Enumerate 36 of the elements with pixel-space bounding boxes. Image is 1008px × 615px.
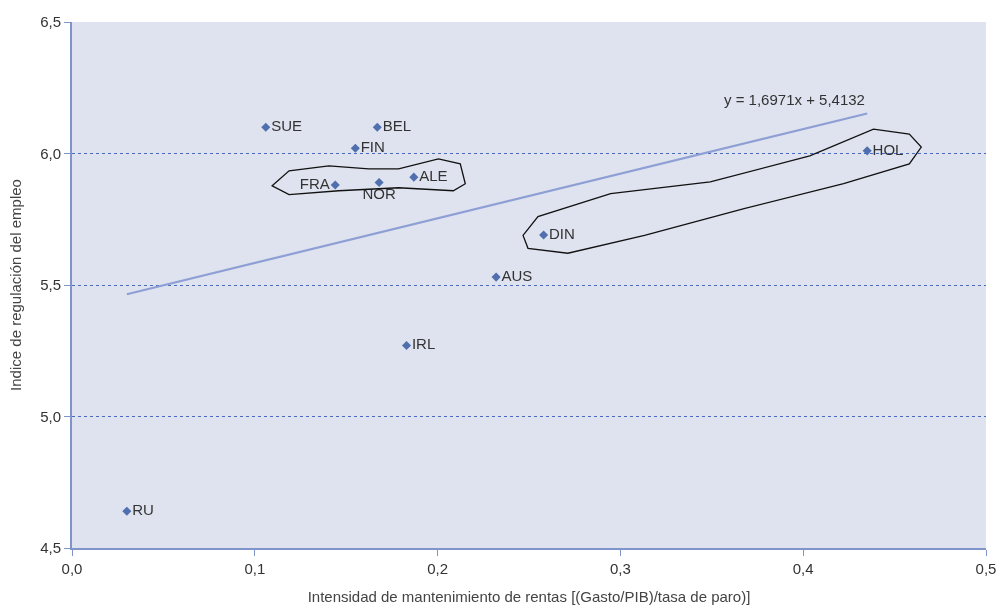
point xyxy=(122,506,132,516)
point xyxy=(539,230,549,240)
x-tick-label: 0,1 xyxy=(244,560,266,577)
point xyxy=(491,272,501,282)
y-tick-label: 5,5 xyxy=(40,276,61,294)
annotation: y = 1,6971x + 5,4132 xyxy=(724,91,865,108)
data-label: IRL xyxy=(411,335,436,353)
data-label: NOR xyxy=(362,185,396,203)
y-tick-label: 6,5 xyxy=(40,13,61,31)
point xyxy=(372,122,382,132)
y-axis-title: Indice de regulación del empleo xyxy=(6,179,24,391)
data-label: ALE xyxy=(419,166,448,184)
x-tick-label: 0,2 xyxy=(427,560,449,577)
point xyxy=(374,177,384,187)
y-tick-label: 6,0 xyxy=(40,144,61,162)
point xyxy=(409,172,419,182)
data-label: HOL xyxy=(872,140,904,158)
y-tick-label: 5,0 xyxy=(40,407,61,425)
data-label: SUE xyxy=(271,116,302,134)
point xyxy=(330,180,340,190)
point xyxy=(350,143,360,153)
x-tick-label: 0,5 xyxy=(975,560,997,577)
point xyxy=(261,122,271,132)
x-tick-label: 0,0 xyxy=(61,560,83,577)
data-label: FRA xyxy=(299,174,330,192)
x-axis-title: Intensidad de mantenimiento de rentas [(Gasto/PIB)/tasa de paro)] xyxy=(307,587,751,605)
point xyxy=(401,340,412,351)
x-tick-label: 0,3 xyxy=(609,560,631,577)
point xyxy=(862,146,872,156)
data-label: BEL xyxy=(382,116,412,134)
x-tick-label: 0,4 xyxy=(792,560,814,577)
y-tick-label: 4,5 xyxy=(40,539,61,557)
data-label: AUS xyxy=(501,266,533,284)
data-label: RU xyxy=(132,500,154,518)
data-label: DIN xyxy=(548,224,575,242)
data-label: FIN xyxy=(360,137,385,155)
